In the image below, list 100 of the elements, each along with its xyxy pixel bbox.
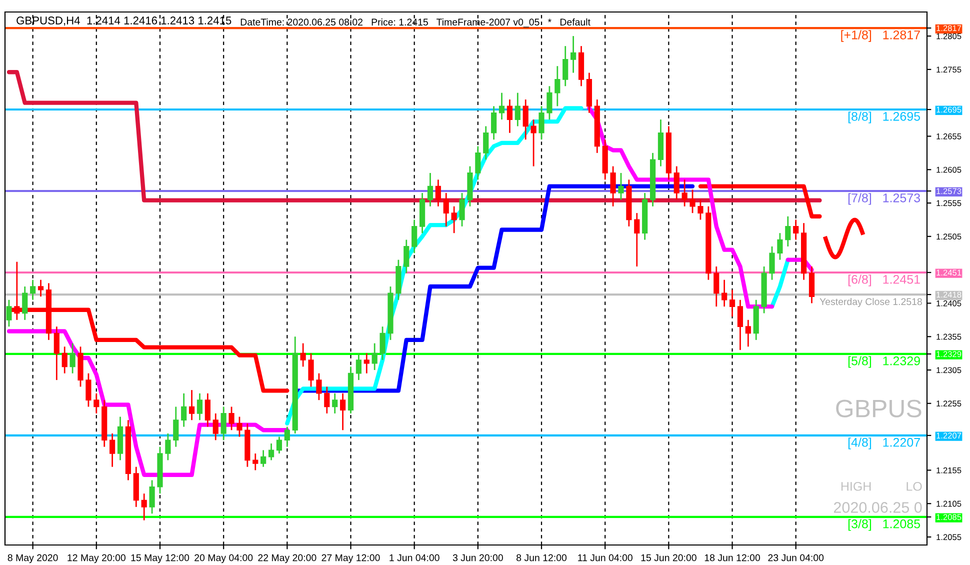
candlestick	[682, 178, 688, 208]
y-tick-label: 1.2155	[936, 467, 962, 474]
ref-line-label: [5/8] 1.2329	[848, 356, 920, 368]
candlestick	[475, 146, 481, 180]
x-tick-label: 20 May 04:00	[194, 554, 253, 564]
candlestick	[498, 92, 505, 120]
candlestick	[149, 480, 155, 514]
candlestick	[443, 192, 449, 228]
ref-line-label: [8/8] 1.2695	[848, 112, 920, 124]
candlestick	[268, 442, 274, 461]
x-tick-label: 23 Jun 04:00	[768, 554, 824, 562]
y-tick-label: 1.2055	[936, 534, 962, 540]
candlestick	[70, 342, 76, 374]
candlestick	[506, 98, 513, 134]
candlestick	[380, 326, 386, 361]
x-tick-label: 27 May 12:00	[322, 554, 380, 564]
candlestick	[340, 392, 346, 431]
y-tick-label: 1.2305	[936, 367, 962, 374]
x-tick-label: 1 Jun 04:00	[390, 554, 440, 562]
candlestick	[173, 406, 179, 448]
candlestick	[737, 299, 744, 351]
candlestick	[698, 198, 704, 220]
candlestick	[332, 392, 338, 414]
candlestick	[610, 166, 616, 208]
candlestick	[404, 239, 410, 274]
candlestick	[618, 172, 624, 200]
y-tick-label: 1.2451	[936, 270, 962, 276]
candlestick	[634, 212, 640, 268]
y-tick-label: 1.2605	[936, 166, 962, 173]
candlestick	[284, 426, 290, 448]
text: DateTime: 2020.06.25 08:02 Price: 1.2415 TimeFrame-2007 v0_05 * Default	[240, 18, 590, 28]
candlestick	[141, 492, 147, 521]
y-tick-label: 1.2655	[936, 133, 962, 140]
candlestick	[86, 372, 92, 408]
x-tick-label: 15 May 12:00	[131, 554, 190, 564]
x-tick-label: 12 May 20:00	[68, 554, 126, 564]
x-tick-label: 8 May 2020	[8, 554, 58, 564]
y-tick-label: 1.2695	[936, 106, 962, 113]
candlestick	[562, 45, 568, 87]
candlestick	[308, 352, 314, 388]
candlestick	[188, 389, 195, 421]
x-tick-label: 3 Jun 20:00	[452, 554, 503, 562]
candlestick	[427, 172, 434, 208]
ref-line-label: [7/8] 1.2573	[848, 193, 920, 205]
candlestick	[324, 386, 330, 414]
candlestick	[14, 261, 20, 321]
candlestick	[491, 105, 497, 140]
candlestick	[196, 392, 203, 421]
candlestick	[364, 352, 370, 374]
candlestick	[674, 166, 680, 200]
y-tick-label: 1.2405	[936, 300, 962, 306]
candlestick	[252, 452, 258, 471]
candlestick	[228, 406, 234, 431]
candlestick	[769, 246, 775, 281]
candlestick	[372, 342, 378, 371]
candlestick	[236, 416, 242, 438]
candlestick	[212, 412, 218, 441]
y-tick-label: 1.2085	[936, 514, 962, 520]
x-tick-label: 22 May 20:00	[258, 554, 316, 564]
candlestick	[356, 352, 362, 381]
y-tick-label: 1.2255	[936, 400, 962, 407]
y-tick-label: 1.2755	[936, 66, 962, 73]
candlestick	[793, 219, 799, 240]
annotation: GBPUS	[836, 400, 922, 418]
candlestick	[777, 232, 783, 260]
candlestick	[722, 279, 728, 308]
candlestick	[729, 289, 736, 318]
candlestick	[714, 266, 720, 308]
y-tick-label: 1.2555	[936, 200, 962, 206]
y-tick-label: 1.2805	[936, 33, 962, 40]
candlestick	[62, 346, 68, 374]
ref-line-label: [6/8] 1.2451	[848, 274, 920, 286]
ref-line-label: [+1/8] 1.2817	[841, 30, 920, 42]
candlestick	[204, 392, 210, 428]
chart-title: GBPUSD,H4 1.2414 1.2416 1.2413 1.2415	[16, 16, 232, 26]
candlestick	[94, 392, 100, 414]
candlestick	[745, 319, 751, 348]
candlestick	[459, 192, 465, 228]
candlestick	[514, 92, 520, 127]
x-tick-label: 8 Jun 12:00	[516, 554, 567, 562]
x-tick-label: 15 Jun 20:00	[641, 554, 696, 562]
candlestick	[785, 216, 791, 248]
candlestick	[435, 178, 441, 208]
y-tick-label: 1.2105	[936, 500, 962, 507]
candlestick	[483, 126, 489, 160]
candlestick	[316, 372, 322, 401]
annotation: HIGH	[841, 482, 871, 491]
ref-line-label: [4/8] 1.2207	[848, 438, 920, 450]
candlestick	[570, 35, 576, 74]
candlestick	[165, 432, 171, 461]
candlestick	[22, 286, 28, 321]
candlestick	[260, 449, 266, 468]
candlestick	[276, 436, 282, 454]
candlestick	[38, 279, 44, 298]
annotation: Yesterday Close 1.2518	[820, 298, 922, 308]
annotation: 2020.06.25 0	[834, 502, 922, 513]
y-tick-label: 1.2355	[936, 334, 962, 340]
x-tick-label: 11 Jun 04:00	[578, 554, 632, 562]
candlestick	[808, 266, 815, 304]
candlestick	[181, 392, 187, 428]
